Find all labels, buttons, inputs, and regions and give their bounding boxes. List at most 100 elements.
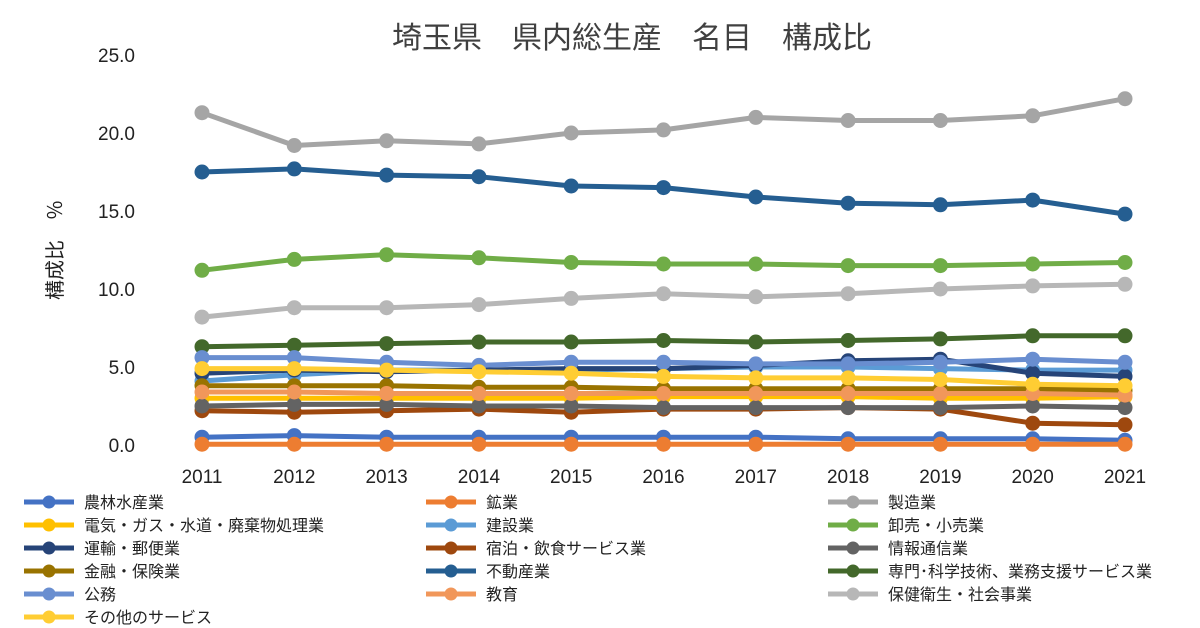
data-point <box>932 386 948 401</box>
data-point <box>1025 256 1041 272</box>
x-tick-label: 2012 <box>273 467 315 488</box>
data-point <box>471 136 487 152</box>
data-point <box>1025 328 1041 344</box>
legend-marker <box>444 587 458 601</box>
data-point <box>748 334 764 350</box>
data-point <box>1025 108 1041 124</box>
data-point <box>932 258 948 274</box>
data-point <box>563 334 579 350</box>
data-point <box>840 286 856 302</box>
legend-marker <box>444 564 458 578</box>
legend-item: 製造業 <box>828 493 936 512</box>
legend-item: 公務 <box>24 585 116 604</box>
legend-marker <box>846 495 860 509</box>
legend-label: 宿泊・飲食サービス業 <box>486 539 646 558</box>
x-tick-label: 2021 <box>1104 467 1146 488</box>
series-group <box>194 247 1133 278</box>
data-point <box>1025 365 1041 381</box>
data-point <box>379 300 395 316</box>
data-point <box>1117 276 1133 292</box>
legend-label: 卸売・小売業 <box>888 516 984 535</box>
data-point <box>932 331 948 347</box>
legend-item: 金融・保険業 <box>24 562 180 581</box>
data-point <box>840 386 856 401</box>
y-tick-label: 25.0 <box>98 46 135 67</box>
data-point <box>286 396 302 412</box>
data-point <box>286 384 302 400</box>
y-tick-label: 5.0 <box>109 358 135 379</box>
data-point <box>563 365 579 381</box>
data-point <box>840 400 856 416</box>
data-point <box>194 436 210 452</box>
data-point <box>471 250 487 266</box>
data-point <box>840 113 856 128</box>
y-tick-label: 15.0 <box>98 202 135 223</box>
data-point <box>748 189 764 205</box>
legend-label: 教育 <box>486 585 518 604</box>
legend-item: 卸売・小売業 <box>828 516 984 535</box>
series-layer <box>194 91 1133 452</box>
legend-marker <box>444 495 458 509</box>
data-point <box>1025 376 1041 392</box>
legend-marker <box>42 564 56 578</box>
data-point <box>563 125 579 141</box>
data-point <box>748 356 764 372</box>
legend-label: 情報通信業 <box>888 539 968 558</box>
data-point <box>563 436 579 452</box>
data-point <box>471 386 487 401</box>
data-point <box>840 195 856 211</box>
data-point <box>932 113 948 128</box>
data-point <box>471 334 487 350</box>
data-point <box>656 400 671 416</box>
data-point <box>656 333 671 348</box>
data-point <box>1025 278 1041 294</box>
data-point <box>932 436 948 452</box>
data-point <box>1117 328 1133 344</box>
data-point <box>748 386 764 401</box>
legend-item: その他のサービス <box>24 608 212 627</box>
legend-marker <box>846 564 860 578</box>
series-group <box>194 91 1133 153</box>
legend-item: 鉱業 <box>426 493 518 512</box>
data-point <box>286 436 302 452</box>
legend-label: 電気・ガス・水道・廃棄物処理業 <box>84 516 324 535</box>
data-point <box>471 398 487 414</box>
data-point <box>379 336 395 352</box>
data-point <box>194 309 210 325</box>
data-point <box>748 400 764 416</box>
x-tick-label: 2017 <box>735 467 777 488</box>
series-group <box>194 361 1133 394</box>
legend-item: 運輸・郵便業 <box>24 539 180 558</box>
legend-label: 農林水産業 <box>84 493 164 512</box>
legend-label: 専門･科学技術、業務支援サービス業 <box>888 562 1152 581</box>
legend-item: 専門･科学技術、業務支援サービス業 <box>828 562 1152 581</box>
data-point <box>563 386 579 401</box>
legend-marker <box>42 495 56 509</box>
data-point <box>286 161 302 177</box>
x-tick-label: 2011 <box>182 467 223 488</box>
y-axis-ticks: 0.0 5.0 10.0 15.0 20.0 25.0 <box>98 46 135 457</box>
series-group <box>194 350 1133 373</box>
data-point <box>379 133 395 149</box>
data-point <box>748 256 764 272</box>
x-tick-label: 2018 <box>827 467 869 488</box>
legend-label: 公務 <box>84 585 116 604</box>
data-point <box>194 384 210 400</box>
series-group <box>194 396 1133 416</box>
data-point <box>932 197 948 213</box>
data-point <box>194 339 210 355</box>
data-point <box>1117 417 1133 433</box>
data-point <box>656 256 671 272</box>
data-point <box>379 167 395 183</box>
data-point <box>563 398 579 414</box>
data-point <box>471 436 487 452</box>
legend-marker <box>444 541 458 555</box>
legend-marker <box>42 518 56 532</box>
data-point <box>932 400 948 416</box>
series-group <box>194 436 1133 452</box>
legend-marker <box>444 518 458 532</box>
data-point <box>379 362 395 378</box>
series-group <box>194 384 1133 403</box>
data-point <box>1117 255 1133 270</box>
